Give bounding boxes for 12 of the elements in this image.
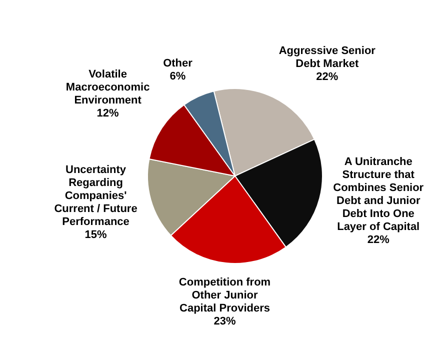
slice-label: A Unitranche Structure that Combines Senior Debt and Junior Debt Into One Layer of Capital [333,156,424,233]
data-label: 22% [316,70,338,83]
data-label: 6% [170,70,186,82]
data-label: 12% [96,108,120,120]
slice-label: Uncertainty Regarding Companies' Current / Future Performance [54,164,138,228]
slice-label: Volatile Macroeconomic Environment [66,68,150,107]
slice-label: Competition from Other Junior Capital Providers [178,276,271,315]
data-label: 15% [84,229,107,242]
data-label: 22% [367,234,390,246]
data-label: 23% [214,316,236,328]
slice-label: Aggressive Senior Debt Market [278,44,376,70]
slice-label: Other [163,57,194,70]
